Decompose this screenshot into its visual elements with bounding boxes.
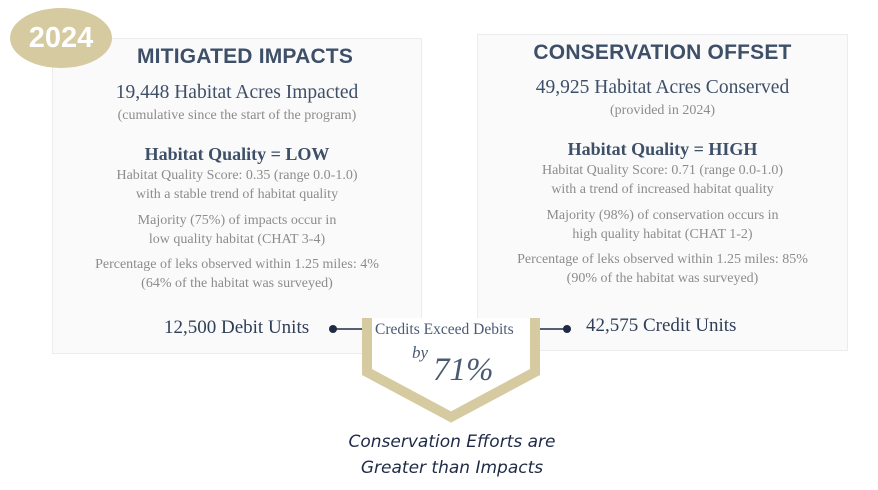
- debit-units: 12,500 Debit Units: [164, 317, 310, 338]
- panel-title: MITIGATED IMPACTS: [136, 45, 354, 68]
- leks-line2: (90% of the habitat was surveyed): [566, 271, 759, 286]
- credit-connector-dot: [563, 325, 571, 333]
- credits-exceed-label: Credits Exceed Debits: [375, 321, 514, 338]
- majority-line2: low quality habitat (CHAT 3-4): [148, 232, 326, 247]
- leks-line1: Percentage of leks observed within 1.25 …: [517, 252, 808, 267]
- acres-conserved: 49,925 Habitat Acres Conserved: [535, 77, 790, 98]
- leks-line2: (64% of the habitat was surveyed): [141, 276, 333, 291]
- footer-line1: Conservation Efforts are: [348, 432, 556, 452]
- footer-line2: Greater than Impacts: [360, 458, 544, 478]
- leks-line1: Percentage of leks observed within 1.25 …: [95, 257, 379, 272]
- quality-trend: with a stable trend of habitat quality: [135, 187, 339, 202]
- credit-units: 42,575 Credit Units: [586, 315, 737, 336]
- percent-value: 71%: [433, 352, 494, 388]
- acres-note: (provided in 2024): [610, 103, 715, 118]
- year-badge: 2024: [10, 8, 112, 68]
- chevron-outline: [362, 318, 540, 423]
- majority-line2: high quality habitat (CHAT 1-2): [572, 227, 753, 242]
- habitat-quality: Habitat Quality = HIGH: [567, 139, 758, 159]
- quality-trend: with a trend of increased habitat qualit…: [551, 182, 774, 197]
- habitat-quality: Habitat Quality = LOW: [144, 144, 330, 164]
- acres-impacted: 19,448 Habitat Acres Impacted: [115, 82, 359, 103]
- panel-title: CONSERVATION OFFSET: [533, 41, 792, 64]
- debit-connector-dot: [329, 325, 337, 333]
- acres-note: (cumulative since the start of the progr…: [117, 108, 357, 123]
- by-label: by: [412, 343, 429, 362]
- conservation-offset-panel: CONSERVATION OFFSET 49,925 Habitat Acres…: [477, 34, 848, 351]
- majority-line1: Majority (98%) of conservation occurs in: [546, 208, 779, 223]
- mitigated-impacts-panel: MITIGATED IMPACTS 19,448 Habitat Acres I…: [52, 38, 422, 354]
- quality-score: Habitat Quality Score: 0.71 (range 0.0-1…: [541, 163, 784, 178]
- majority-line1: Majority (75%) of impacts occur in: [137, 213, 337, 228]
- quality-score: Habitat Quality Score: 0.35 (range 0.0-1…: [116, 168, 358, 183]
